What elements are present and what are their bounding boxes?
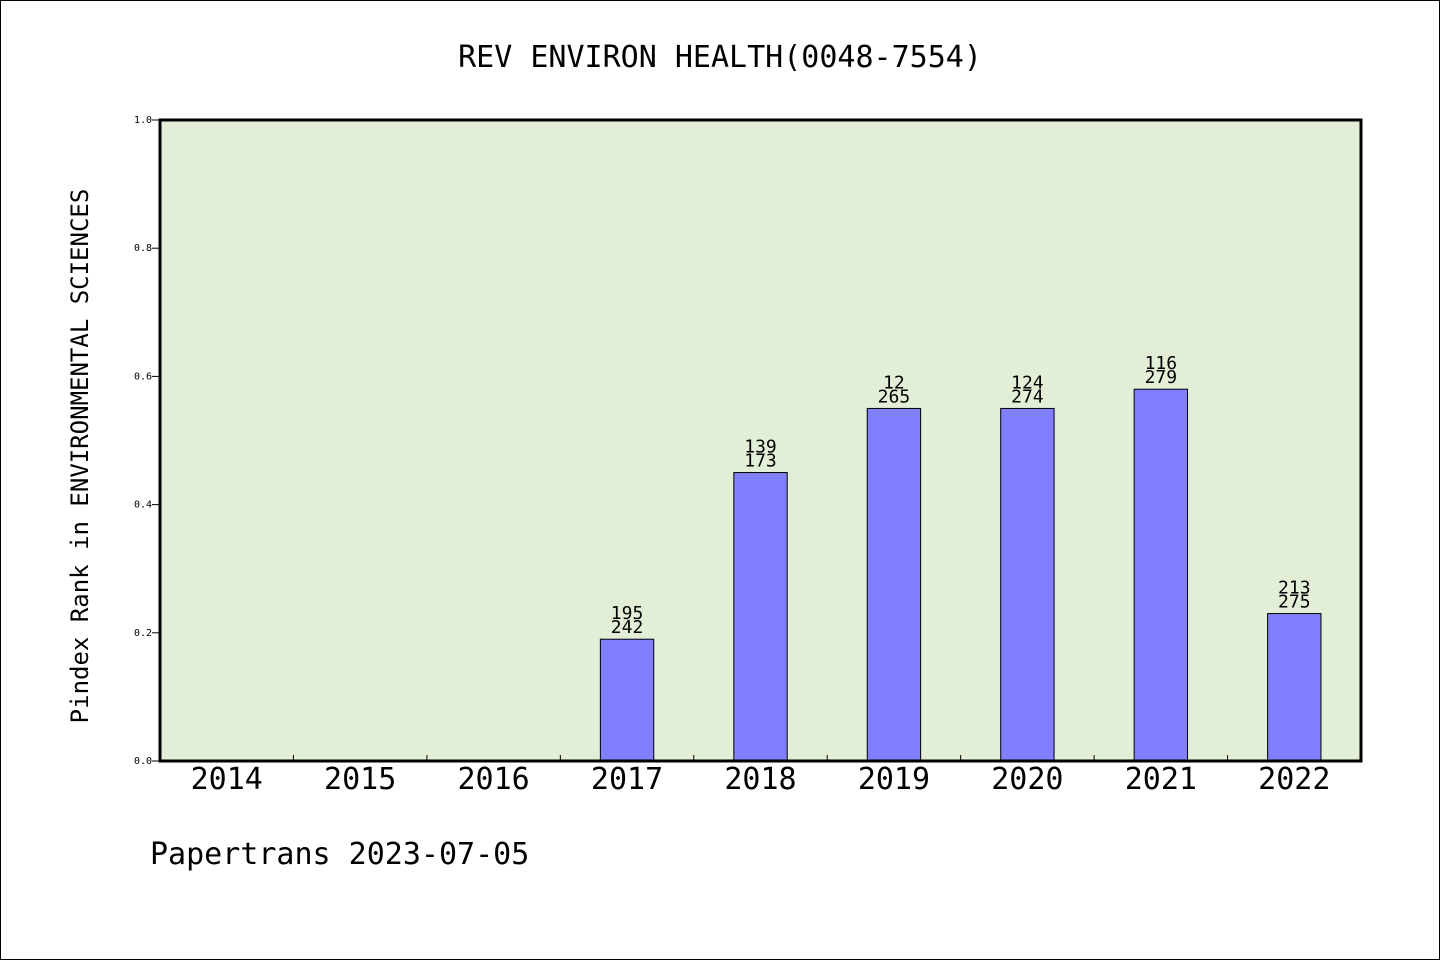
bar-label-rank: 12 (883, 372, 905, 393)
x-tick-label: 2019 (858, 762, 930, 797)
x-tick-label: 2021 (1125, 762, 1197, 797)
bar-label-rank: 124 (1011, 372, 1044, 393)
footer-text: Papertrans 2023-07-05 (150, 837, 529, 872)
bar-label-rank: 116 (1145, 353, 1178, 374)
bar-2022 (1267, 613, 1322, 762)
x-tick-label: 2017 (591, 762, 663, 797)
y-axis-label: Pindex Rank in ENVIRONMENTAL SCIENCES (66, 189, 94, 724)
bar-label-rank: 195 (611, 603, 644, 624)
bar-label-total: 242 (611, 617, 644, 638)
plot-border (158, 118, 1363, 763)
bar-2018 (733, 472, 788, 762)
bar-series (599, 388, 1322, 762)
bar-2021 (1133, 388, 1189, 762)
x-tick-label: 2018 (724, 762, 796, 797)
bar-label-rank: 139 (744, 437, 777, 458)
y-tick-label: 0.0 (134, 756, 152, 767)
x-tick-label: 2016 (457, 762, 529, 797)
chart-title: REV ENVIRON HEALTH(0048-7554) (458, 40, 982, 75)
y-axis-ticks: 0.0 0.2 0.4 0.6 0.8 1.0 (134, 115, 160, 767)
bar-2017 (599, 638, 655, 762)
bar-label-total: 275 (1278, 592, 1311, 613)
x-axis-ticks: 2014 2015 2016 2017 2018 2019 2020 2021 2022 (191, 755, 1330, 797)
x-tick-label: 2020 (991, 762, 1063, 797)
bar-2020 (1000, 407, 1055, 762)
y-tick-label: 0.2 (134, 628, 152, 639)
bar-label-total: 274 (1011, 386, 1044, 407)
bar-label-total: 173 (744, 451, 777, 472)
bar-label-total: 265 (878, 386, 911, 407)
x-tick-label: 2015 (324, 762, 396, 797)
bar-2019 (866, 407, 922, 762)
bar-label-rank: 213 (1278, 578, 1311, 599)
y-tick-label: 0.6 (134, 371, 152, 382)
y-tick-label: 0.4 (134, 500, 152, 511)
bar-label-total: 279 (1145, 367, 1178, 388)
x-tick-label: 2022 (1258, 762, 1330, 797)
x-tick-label: 2014 (191, 762, 263, 797)
y-tick-label: 0.8 (134, 243, 152, 254)
y-tick-label: 1.0 (134, 115, 152, 126)
